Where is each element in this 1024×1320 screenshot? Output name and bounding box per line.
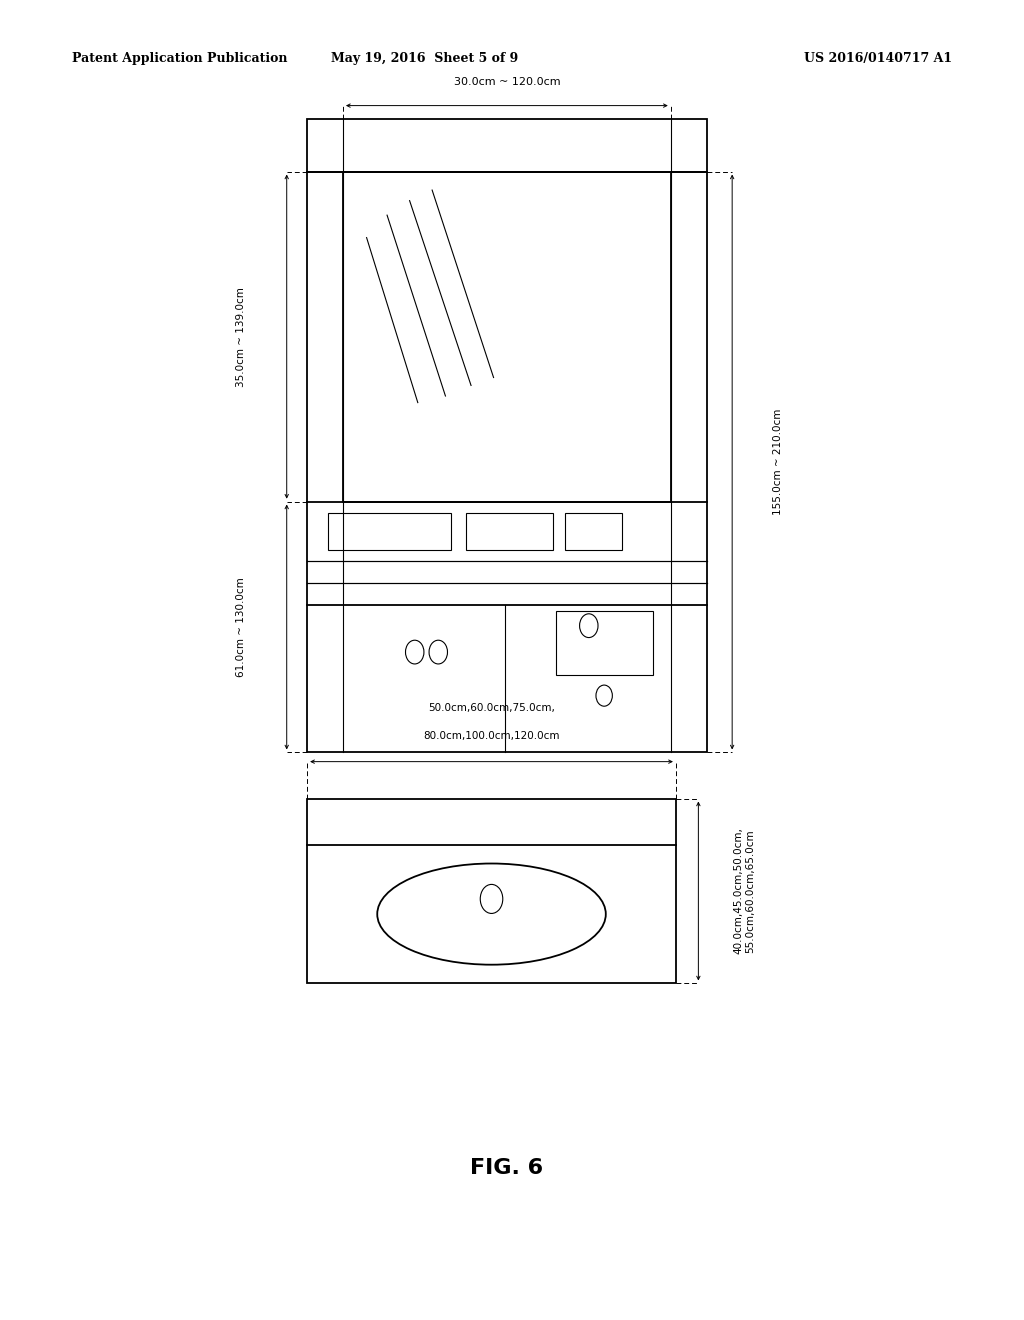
- Bar: [565, 513, 622, 549]
- Text: 30.0cm ~ 120.0cm: 30.0cm ~ 120.0cm: [454, 77, 560, 87]
- Bar: [466, 513, 553, 549]
- Text: US 2016/0140717 A1: US 2016/0140717 A1: [804, 51, 952, 65]
- Bar: [556, 611, 653, 675]
- Bar: [307, 172, 707, 752]
- Bar: [307, 799, 676, 983]
- Bar: [328, 513, 451, 549]
- Text: 35.0cm ~ 139.0cm: 35.0cm ~ 139.0cm: [236, 286, 246, 387]
- Text: 40.0cm,45.0cm,50.0cm,
55.0cm,60.0cm,65.0cm: 40.0cm,45.0cm,50.0cm, 55.0cm,60.0cm,65.0…: [733, 828, 756, 954]
- Bar: [343, 172, 671, 502]
- Text: 155.0cm ~ 210.0cm: 155.0cm ~ 210.0cm: [773, 409, 783, 515]
- Text: 80.0cm,100.0cm,120.0cm: 80.0cm,100.0cm,120.0cm: [423, 730, 560, 741]
- Bar: [307, 119, 707, 172]
- Text: 61.0cm ~ 130.0cm: 61.0cm ~ 130.0cm: [236, 577, 246, 677]
- Text: FIG. 6: FIG. 6: [470, 1158, 544, 1179]
- Text: May 19, 2016  Sheet 5 of 9: May 19, 2016 Sheet 5 of 9: [332, 51, 518, 65]
- Text: Patent Application Publication: Patent Application Publication: [72, 51, 287, 65]
- Text: 50.0cm,60.0cm,75.0cm,: 50.0cm,60.0cm,75.0cm,: [428, 702, 555, 713]
